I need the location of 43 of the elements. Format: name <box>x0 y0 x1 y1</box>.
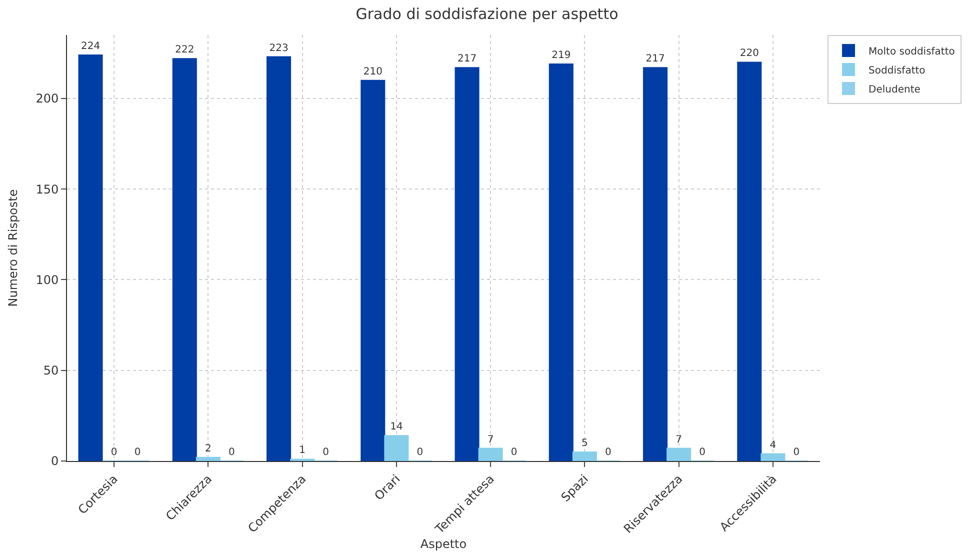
legend-label: Molto soddisfatto <box>868 46 955 58</box>
x-axis-title: Aspetto <box>420 536 467 551</box>
data-label: 210 <box>363 66 382 78</box>
data-label: 220 <box>740 48 759 60</box>
y-tick-label: 100 <box>36 272 59 287</box>
bar <box>172 58 197 461</box>
y-tick-label: 0 <box>50 454 59 468</box>
data-label: 223 <box>269 42 288 54</box>
bar <box>78 54 103 461</box>
bar <box>548 64 574 461</box>
data-label: 1 <box>299 445 306 456</box>
data-label: 0 <box>699 447 706 458</box>
bar <box>360 80 386 461</box>
data-label: 0 <box>510 447 518 458</box>
y-axis-title: Numero di Risposte <box>6 189 20 307</box>
data-label: 5 <box>581 438 588 449</box>
data-label: 0 <box>416 447 424 458</box>
data-label: 217 <box>457 54 477 65</box>
data-label: 222 <box>175 44 194 56</box>
bar <box>737 62 762 461</box>
data-label: 219 <box>552 50 571 61</box>
chart-title: Grado di soddisfazione per aspetto <box>356 4 618 23</box>
data-label: 0 <box>110 447 118 458</box>
data-label: 0 <box>605 447 612 458</box>
bar <box>266 56 292 461</box>
data-label: 0 <box>322 447 330 458</box>
legend-label: Deludente <box>868 84 920 96</box>
legend-label: Soddisfatto <box>868 65 926 76</box>
data-label: 0 <box>793 447 800 458</box>
data-label: 0 <box>228 447 235 458</box>
bar <box>643 67 668 461</box>
data-label: 7 <box>676 434 682 446</box>
y-tick-label: 50 <box>43 364 59 378</box>
data-label: 2 <box>204 443 212 454</box>
data-label: 4 <box>770 440 776 451</box>
data-label: 14 <box>390 422 403 433</box>
data-label: 7 <box>487 434 494 446</box>
bar <box>454 67 480 461</box>
data-label: 217 <box>646 54 665 65</box>
y-tick-label: 200 <box>36 92 59 106</box>
y-tick-label: 150 <box>36 182 59 196</box>
data-label: 0 <box>134 447 141 458</box>
data-label: 224 <box>80 40 100 52</box>
